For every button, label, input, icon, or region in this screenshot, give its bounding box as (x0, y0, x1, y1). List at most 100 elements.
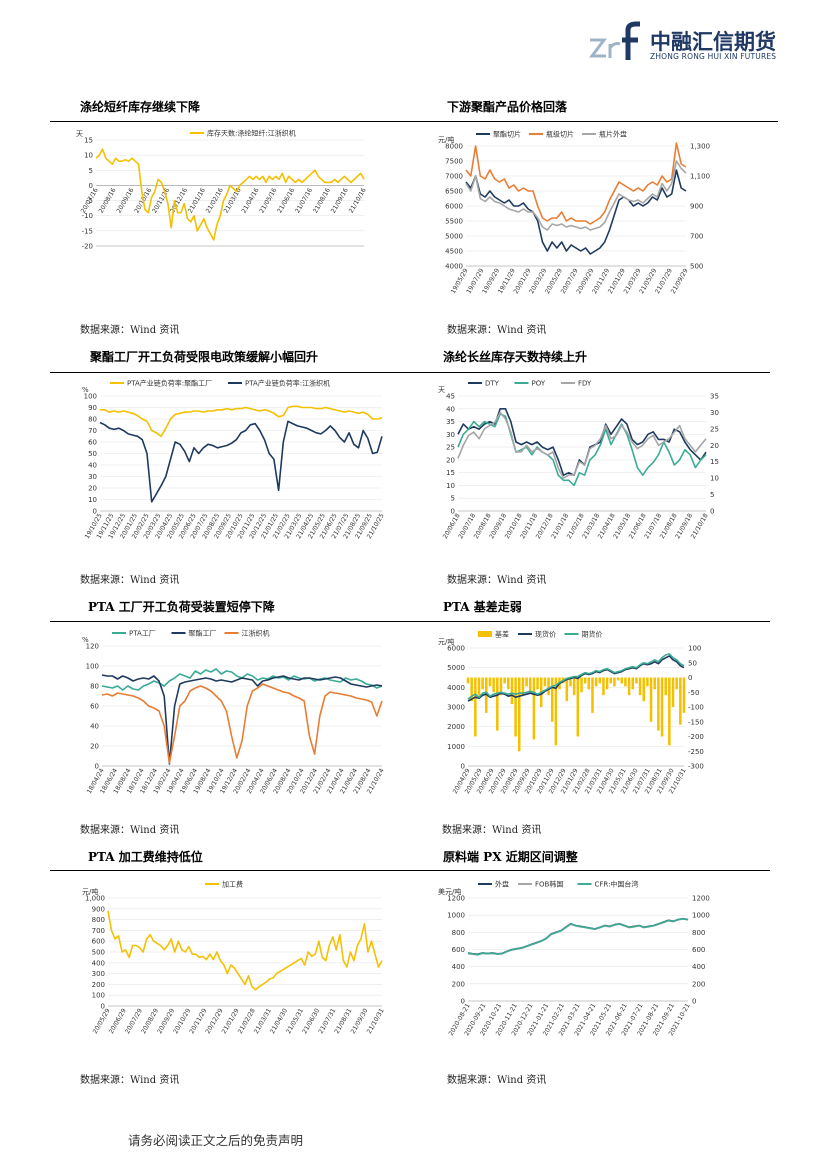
bar (620, 677, 624, 684)
legend-item: 基差 (478, 630, 509, 639)
legend-label: 现货价 (535, 630, 556, 639)
series-line-2 (465, 142, 687, 225)
bar (580, 677, 583, 693)
y-tick-label: 3000 (447, 704, 465, 712)
y2-tick-label: -300 (688, 763, 704, 771)
y-tick-label: 400 (92, 959, 105, 967)
y2-tick-label: 1200 (692, 895, 710, 903)
bar (499, 677, 503, 696)
section-divider (50, 121, 778, 122)
y-tick-label: 20 (90, 743, 99, 751)
y2-tick-label: 100 (688, 645, 701, 653)
y-tick-label: 30 (446, 431, 455, 439)
y2-tick-label: 1,100 (690, 173, 710, 181)
y-tick-label: 1,000 (85, 895, 105, 903)
legend-item: 江浙织机 (224, 629, 270, 638)
y-tick-label: 1000 (447, 743, 465, 751)
y2-tick-label: 0 (692, 998, 696, 1006)
bar (532, 677, 536, 740)
legend-item: POY (514, 380, 546, 388)
y-tick-label: 6500 (445, 188, 463, 196)
bar (565, 677, 569, 702)
bar (660, 677, 664, 737)
y-axis-unit: % (82, 386, 89, 394)
legend-item: FOB韩国 (518, 880, 563, 889)
legend-label: 聚酯切片 (493, 130, 521, 139)
legend-item: 瓶级切片 (529, 130, 574, 139)
bar (653, 677, 656, 690)
legend-item: 现货价 (518, 630, 556, 639)
y-tick-label: 10 (84, 152, 93, 160)
bar (609, 677, 613, 684)
bar (624, 677, 627, 687)
section-divider (50, 372, 428, 373)
y-tick-label: 700 (92, 927, 105, 935)
bar (638, 677, 642, 696)
y-axis-unit: 天 (438, 386, 445, 394)
bar (521, 677, 525, 696)
y-tick-label: 25 (446, 444, 455, 452)
y2-tick-label: 50 (688, 659, 697, 667)
chart-filament-inventory-days: 天 45 40 35 30 25 20 15 10 5 0 35 30 25 20 15 10 5 0 20/06/1… (436, 376, 736, 566)
y-tick-label: 120 (86, 643, 99, 651)
legend-label: POY (532, 380, 546, 388)
bar (496, 677, 499, 731)
y2-tick-label: 20 (710, 442, 719, 450)
series-line-3 (467, 653, 685, 700)
chart-pta-processing-fee: 元/吨 1,000 900 800 700 600 500 400 300 200 100 0 20/0… (80, 876, 390, 1066)
y-tick-label: 0 (451, 508, 455, 516)
y-tick-label: 100 (92, 992, 105, 1000)
y-tick-label: 800 (92, 916, 105, 924)
series-line-2 (101, 674, 383, 765)
bar (466, 677, 470, 684)
source-note: 数据来源：Wind 资讯 (80, 1075, 180, 1086)
source-note: 数据来源：Wind 资讯 (80, 325, 180, 336)
y2-tick-label: -100 (688, 704, 704, 712)
y-tick-label: 20 (446, 456, 455, 464)
y-tick-label: 5000 (447, 664, 465, 672)
y2-tick-label: -150 (688, 718, 704, 726)
bar (547, 677, 550, 696)
bar (488, 677, 492, 687)
bar (668, 677, 671, 746)
series-line-2 (99, 420, 383, 503)
y2-tick-label: 1,300 (690, 143, 710, 151)
y-tick-label: 1200 (447, 895, 465, 903)
y2-tick-label: 0 (710, 508, 714, 516)
chart-pta-plant-load: % 120 100 80 60 40 20 0 18/04/24 18/06/24 18/08/24… (80, 626, 390, 816)
source-note: 数据来源：Wind 资讯 (80, 825, 180, 836)
y2-tick-label: -50 (688, 689, 699, 697)
chart-svg: %100908070605040302010019/10/2519/11/251… (82, 379, 386, 541)
source-note: 数据来源：Wind 资讯 (442, 825, 542, 836)
bar (591, 677, 594, 713)
company-logo: 中融汇信期货 ZHONG RONG HUI XIN FUTURES (588, 20, 778, 64)
y-tick-label: 10 (88, 496, 97, 504)
section-divider (420, 621, 770, 622)
disclaimer-footer: 请务必阅读正文之后的免责声明 (128, 1133, 304, 1148)
chart-svg: 元/吨1,000900800700600500400300200100020/0… (82, 880, 386, 1036)
legend-label: 期货价 (582, 630, 603, 639)
bar (510, 677, 514, 705)
y-tick-label: 40 (446, 405, 455, 413)
series-line-2 (457, 413, 707, 487)
y2-tick-label: 0 (688, 674, 692, 682)
bar (602, 677, 605, 696)
bar (507, 677, 510, 690)
bar (492, 677, 495, 693)
series-line-3 (101, 683, 383, 764)
bar (543, 677, 547, 687)
bar (569, 677, 572, 687)
y-tick-label: 8000 (445, 143, 463, 151)
legend-item: 外盘 (478, 880, 509, 889)
chart-title-6: PTA 基差走弱 (443, 600, 522, 614)
chart-polyester-product-prices: 元/吨 8000 7500 7000 6500 6000 5500 5000 4500 4000 1… (436, 126, 726, 316)
y-tick-label: 0 (93, 508, 97, 516)
y-tick-label: 5000 (445, 233, 463, 241)
legend-item: 加工费 (205, 880, 243, 889)
legend-item: 瓶片外盘 (582, 130, 627, 139)
chart-pta-basis: 元/吨 6000 5000 4000 3000 2000 1000 0 100 50 0 -50 -10… (436, 626, 726, 816)
legend-label: FDY (578, 380, 592, 388)
y-tick-label: 20 (88, 485, 97, 493)
y-tick-label: 90 (88, 404, 97, 412)
